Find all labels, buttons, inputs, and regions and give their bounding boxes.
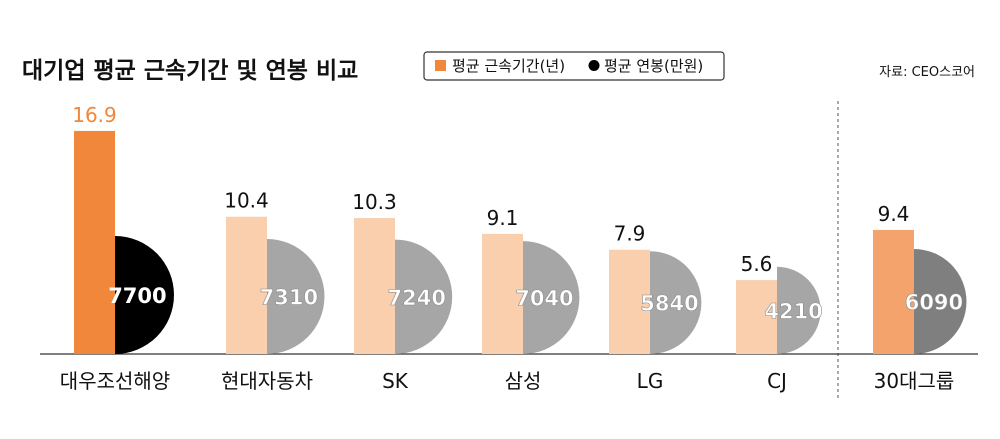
legend-marker-duration: [435, 60, 446, 71]
duration-label-1: 10.4: [224, 189, 269, 213]
duration-label-4: 7.9: [614, 222, 646, 246]
duration-bar-0: [74, 130, 115, 354]
salary-label-4: 5840: [640, 292, 698, 316]
chart-marks: 16.9 7700 대우조선해양 10.4 7310 현대자동차 10.3 7240 SK 9.1…: [60, 103, 967, 393]
salary-marker-6: [914, 249, 967, 354]
source-note: 자료: CEO스코어: [879, 65, 975, 80]
salary-label-2: 7240: [388, 286, 446, 310]
salary-marker-3: [523, 241, 580, 354]
duration-label-5: 5.6: [741, 252, 773, 276]
duration-label-6: 9.4: [878, 202, 910, 226]
duration-bar-4: [609, 249, 650, 354]
salary-label-1: 7310: [260, 286, 318, 310]
salary-marker-0: [115, 236, 174, 354]
duration-bar-6: [873, 229, 914, 354]
chart-title: 대기업 평균 근속기간 및 연봉 비교: [22, 58, 358, 84]
category-label-1: 현대자동차: [221, 369, 313, 393]
category-label-3: 삼성: [505, 369, 542, 393]
duration-label-3: 9.1: [487, 206, 519, 230]
duration-bar-2: [354, 218, 395, 354]
salary-marker-5: [777, 266, 821, 354]
legend-box: [423, 51, 725, 81]
category-label-6: 30대그룹: [874, 369, 955, 393]
salary-marker-2: [395, 239, 453, 354]
category-label-5: CJ: [767, 369, 787, 393]
legend-marker-salary: [588, 60, 600, 71]
legend: 평균 근속기간(년) 평균 연봉(만원): [423, 51, 725, 81]
legend-label-salary: 평균 연봉(만원): [604, 57, 703, 75]
duration-label-0: 16.9: [72, 103, 117, 127]
legend-label-duration: 평균 근속기간(년): [452, 57, 565, 75]
duration-bar-3: [482, 233, 523, 354]
salary-marker-4: [650, 251, 702, 354]
category-label-2: SK: [382, 369, 409, 393]
category-label-4: LG: [637, 369, 664, 393]
duration-bar-5: [736, 280, 777, 354]
salary-label-5: 4210: [764, 299, 822, 323]
salary-label-3: 7040: [515, 287, 573, 311]
salary-label-0: 7700: [108, 284, 166, 308]
duration-label-2: 10.3: [352, 190, 397, 214]
salary-label-6: 6090: [905, 291, 963, 315]
category-label-0: 대우조선해양: [60, 369, 170, 393]
salary-marker-1: [267, 239, 325, 354]
duration-bar-1: [226, 216, 267, 354]
